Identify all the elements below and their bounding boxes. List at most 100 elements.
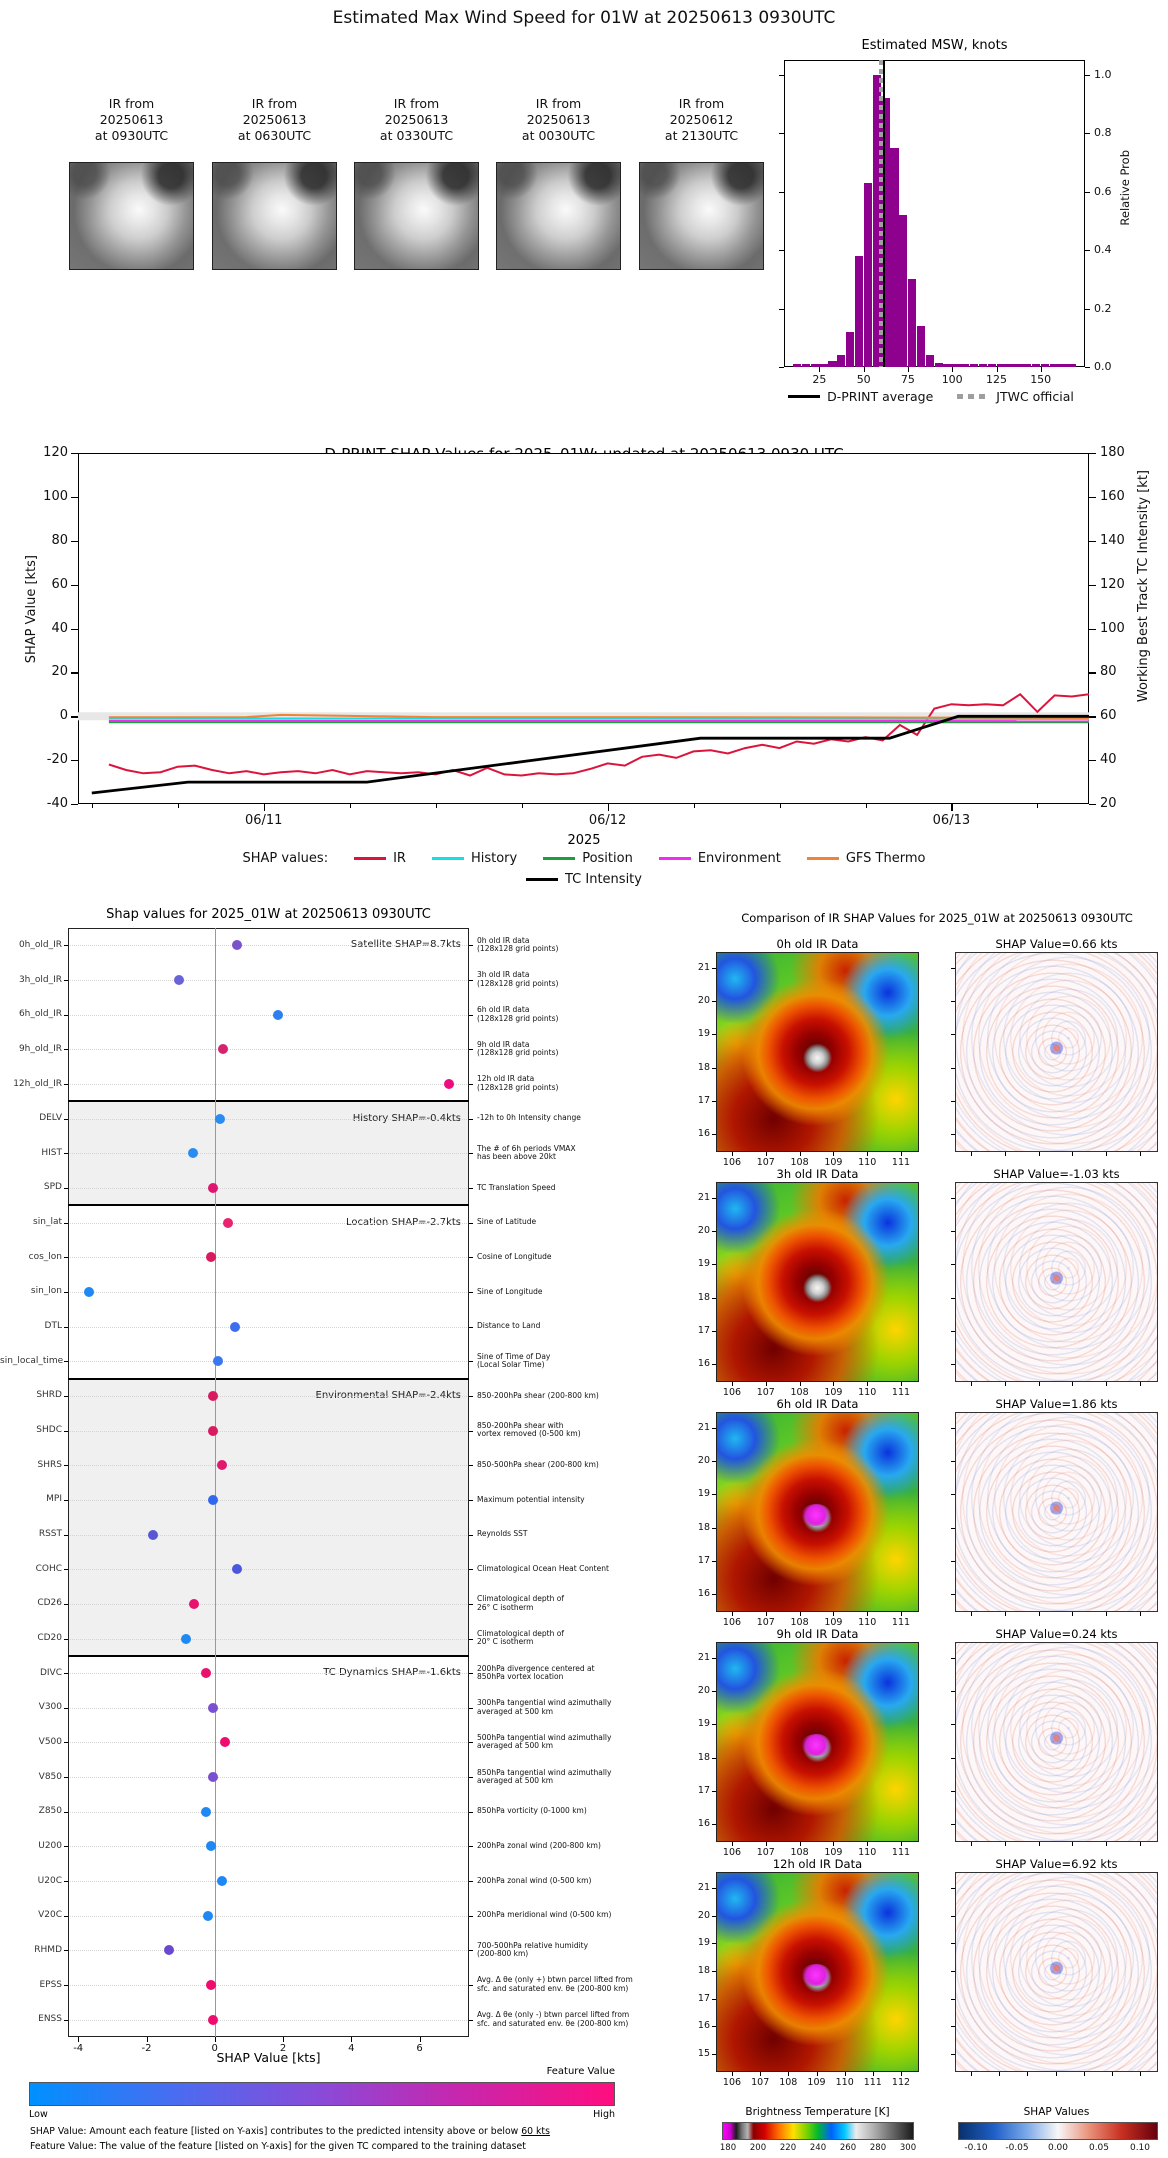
x-minor-tick [779, 804, 781, 808]
feature-description: Cosine of Longitude [477, 1251, 552, 1261]
x-tick-label: 100 [941, 373, 963, 386]
lon-tick [901, 1152, 902, 1156]
y-tick [71, 672, 78, 674]
lon-tick-label: 106 [722, 1387, 742, 1398]
shap-dot [173, 975, 184, 985]
shap-lon-tick [1004, 1842, 1006, 1846]
histogram-title: Estimated MSW, knots [861, 38, 1008, 53]
feature-tick [64, 1985, 68, 1986]
y-tick [779, 308, 784, 310]
feature-description: 850-200hPa shear (200-800 km) [477, 1390, 599, 1400]
caption-line: at 0630UTC [237, 128, 312, 143]
dashed-line-swatch-icon [957, 394, 990, 399]
feature-description: Avg. Δ θe (only -) btwn parcel lifted fr… [477, 2010, 630, 2028]
histogram-legend: D-PRINT average JTWC official [752, 389, 1110, 404]
y-tick-label-right: 160 [1100, 488, 1125, 504]
x-tick [263, 804, 266, 811]
timeseries-ylabel-left: SHAP Value [kts] [24, 555, 39, 664]
shap-dot [231, 1564, 242, 1575]
row-gridline [70, 1881, 467, 1882]
y-tick [71, 760, 78, 762]
feature-label: Z850 [38, 1806, 62, 1817]
shap-lat-tick [951, 1461, 955, 1463]
lon-tick [799, 1382, 801, 1386]
legend-item-dprint-average: D-PRINT average [788, 389, 933, 404]
histogram-ylabel: Relative Prob [1118, 150, 1132, 226]
feature-label: DELV [39, 1113, 62, 1124]
x-minor-tick [435, 804, 437, 808]
lon-tick-label: 111 [891, 1847, 911, 1858]
feature-tick [64, 1742, 68, 1744]
row-gridline [70, 980, 467, 981]
feature-description: Maximum potential intensity [477, 1494, 585, 1504]
legend-label: D-PRINT average [827, 389, 934, 404]
x-tick [78, 2037, 80, 2042]
feature-label: SHDC [36, 1425, 62, 1435]
timeseries-plot-area [78, 453, 1089, 804]
shap-lat-tick [951, 1658, 955, 1659]
row-gridline [70, 1084, 467, 1085]
row-gridline [70, 1465, 467, 1467]
row-gridline [70, 1222, 467, 1224]
feature-tick [64, 1395, 68, 1397]
shap-map-title: SHAP Value=-1.03 kts [993, 1167, 1120, 1181]
row-gridline [70, 1534, 467, 1536]
solid-line-swatch-icon [788, 395, 821, 398]
lon-tick-label: 108 [779, 2077, 798, 2088]
shap-values-map [955, 1872, 1158, 2072]
histogram-plot-area [784, 60, 1085, 367]
lat-tick [712, 1594, 716, 1595]
y-tick-label-left: 80 [51, 532, 68, 548]
lon-tick-label: 110 [858, 1617, 877, 1628]
row-gridline [70, 1014, 467, 1016]
y-tick [71, 496, 78, 499]
shap-dot [180, 1633, 191, 1644]
feature-description: Distance to Land [477, 1321, 541, 1331]
shap-lat-tick [951, 1231, 955, 1233]
series-history [108, 717, 1089, 720]
shap-dot [213, 1356, 224, 1367]
histogram-bar [863, 183, 873, 367]
feature-label: DTL [44, 1321, 62, 1331]
shap-lon-tick [1140, 2072, 1141, 2076]
lat-tick [712, 1998, 716, 2000]
y-tick [1085, 191, 1090, 193]
line-swatch-icon [806, 857, 839, 860]
lat-tick [712, 1915, 716, 1917]
y-tick [1085, 133, 1090, 135]
feature-tick [64, 1084, 68, 1085]
y-tick-label: 0.6 [1094, 184, 1112, 198]
y-tick-label-right: 120 [1100, 576, 1125, 592]
shap-dot [208, 1702, 218, 1713]
dotplot-title: Shap values for 2025_01W at 20250613 093… [106, 907, 431, 922]
ir-brightness-map [716, 1642, 919, 1842]
feature-label: CD26 [37, 1598, 62, 1609]
row-gridline [70, 1326, 467, 1328]
lon-tick [833, 1152, 835, 1156]
shap-lon-tick [1106, 1152, 1108, 1156]
shap-lat-tick [951, 1691, 955, 1693]
feature-label: 9h_old_IR [18, 1043, 62, 1054]
shap-lon-tick [1072, 1382, 1074, 1386]
lon-tick [765, 1152, 767, 1156]
desc-tick [469, 1811, 473, 1813]
caption-line: IR from [678, 96, 725, 111]
footnote-underlined-value: 60 kts [521, 2126, 550, 2137]
lon-tick [765, 1612, 767, 1616]
shap-lon-tick [1004, 1382, 1006, 1386]
desc-tick [469, 1361, 473, 1363]
feature-tick [64, 1950, 68, 1952]
x-tick-label: 4 [348, 2043, 355, 2054]
histogram-bar [1040, 364, 1050, 367]
x-tick [146, 2037, 148, 2042]
caption-line: IR from [251, 96, 298, 111]
timeseries-legend-row1: SHAP values: IR History Position Environmen… [0, 851, 1168, 866]
x-tick-label: -4 [73, 2043, 84, 2054]
feature-label: V300 [38, 1702, 62, 1713]
caption-line: 20250612 [669, 112, 734, 127]
y-tick [71, 804, 78, 806]
lat-tick-label: 20 [697, 1225, 710, 1237]
shap-lon-tick [1111, 2072, 1113, 2076]
histogram-bar [925, 355, 934, 367]
feature-description: 850hPa tangential wind azimuthally avera… [477, 1767, 612, 1786]
